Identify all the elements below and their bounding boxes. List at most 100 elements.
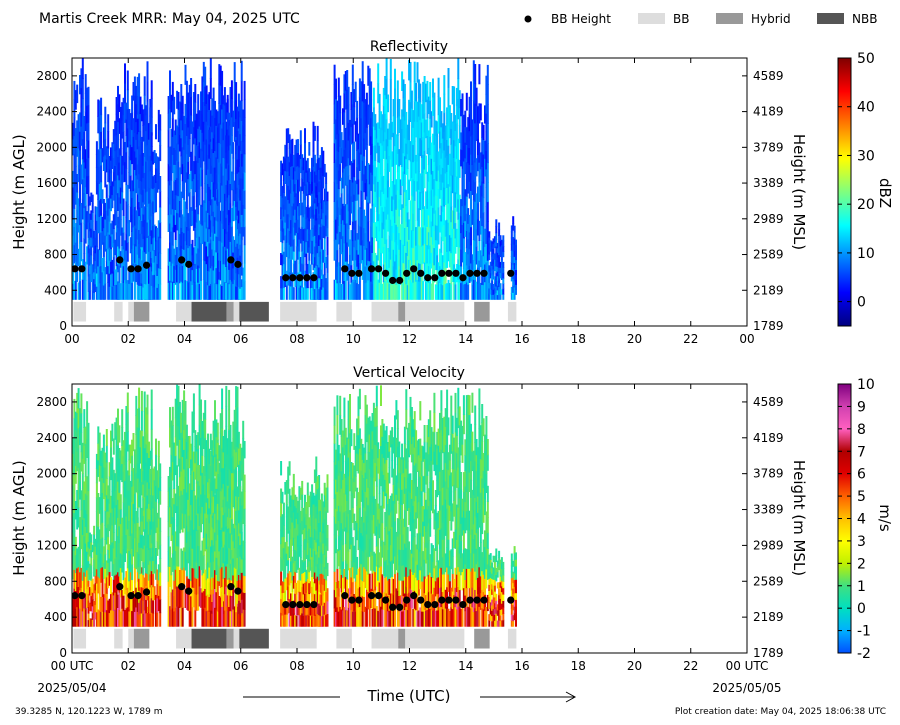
echo-cell: [84, 493, 87, 511]
echo-cell: [81, 138, 84, 160]
echo-cell: [208, 478, 211, 494]
echo-cell: [100, 97, 103, 116]
echo-cell: [461, 205, 464, 225]
echo-cell: [371, 190, 374, 207]
echo-cell: [98, 593, 101, 611]
echo-cell: [221, 523, 224, 541]
echo-cell: [74, 465, 77, 484]
y-tick-label-right: 4589: [753, 69, 784, 83]
echo-cell: [95, 611, 98, 627]
echo-cell: [223, 463, 226, 481]
echo-cell: [209, 545, 212, 563]
echo-cell: [90, 580, 93, 589]
echo-cell: [387, 128, 389, 147]
echo-cell: [309, 171, 312, 184]
echo-cell: [427, 265, 430, 283]
echo-cell: [146, 113, 149, 130]
echo-cell: [312, 209, 315, 219]
echo-cell: [101, 611, 104, 627]
echo-cell: [202, 501, 205, 521]
echo-cell: [128, 550, 131, 567]
echo-cell: [223, 228, 226, 247]
echo-cell: [152, 151, 155, 165]
echo-cell: [87, 245, 90, 254]
echo-cell: [143, 431, 146, 449]
echo-cell: [129, 589, 132, 609]
echo-cell: [356, 100, 359, 118]
echo-cell: [444, 236, 447, 253]
echo-cell: [138, 201, 141, 217]
echo-cell: [326, 245, 329, 255]
echo-cell: [235, 118, 238, 137]
echo-cell: [181, 418, 184, 439]
echo-cell: [337, 151, 340, 171]
echo-cell: [139, 613, 142, 627]
echo-cell: [297, 232, 299, 247]
echo-cell: [380, 220, 382, 238]
echo-cell: [426, 80, 429, 100]
echo-cell: [185, 575, 188, 594]
echo-cell: [121, 263, 124, 282]
echo-cell: [441, 167, 444, 183]
echo-cell: [311, 275, 314, 288]
echo-cell: [394, 222, 396, 243]
echo-cell: [484, 281, 486, 300]
echo-cell: [74, 554, 77, 574]
echo-cell: [118, 542, 121, 560]
echo-cell: [95, 180, 98, 195]
echo-cell: [455, 175, 458, 195]
echo-cell: [156, 227, 159, 241]
echo-cell: [378, 213, 381, 232]
echo-cell: [169, 466, 171, 488]
echo-cell: [512, 243, 515, 252]
echo-cell: [125, 118, 128, 136]
echo-cell: [479, 185, 482, 202]
echo-cell: [465, 230, 468, 249]
echo-cell: [242, 204, 245, 221]
echo-cell: [211, 477, 214, 491]
echo-cell: [95, 207, 98, 221]
echo-cell: [312, 227, 315, 237]
echo-cell: [212, 167, 215, 183]
echo-cell: [455, 228, 458, 247]
echo-cell: [336, 249, 339, 267]
echo-cell: [340, 223, 343, 240]
echo-cell: [149, 509, 152, 525]
echo-cell: [87, 422, 90, 441]
echo-cell: [95, 220, 98, 234]
echo-cell: [202, 430, 205, 449]
echo-cell: [114, 195, 117, 211]
echo-cell: [140, 266, 143, 284]
echo-cell: [128, 109, 131, 126]
echo-cell: [243, 153, 246, 173]
echo-cell: [454, 130, 457, 147]
echo-cell: [84, 609, 87, 627]
echo-cell: [447, 241, 450, 262]
echo-cell: [212, 137, 215, 153]
echo-cell: [344, 128, 347, 148]
echo-cell: [336, 166, 339, 184]
echo-cell: [288, 134, 291, 149]
echo-cell: [340, 177, 343, 194]
echo-cell: [159, 129, 162, 146]
echo-cell: [190, 151, 193, 171]
echo-cell: [169, 222, 171, 243]
y-tick-label: 0: [59, 319, 67, 333]
echo-cell: [188, 281, 191, 300]
echo-cell: [370, 172, 373, 191]
echo-cell: [371, 112, 374, 129]
echo-cell: [320, 248, 323, 260]
echo-cell: [198, 252, 201, 269]
echo-cell: [171, 534, 174, 554]
echo-cell: [371, 283, 374, 300]
echo-cell: [351, 279, 354, 300]
echo-cell: [351, 84, 354, 105]
echo-cell: [425, 119, 427, 139]
echo-cell: [467, 162, 470, 179]
echo-cell: [112, 143, 115, 159]
echo-cell: [135, 245, 138, 265]
echo-cell: [441, 138, 444, 154]
echo-cell: [111, 609, 114, 627]
echo-cell: [105, 478, 108, 496]
echo-cell: [169, 146, 171, 167]
